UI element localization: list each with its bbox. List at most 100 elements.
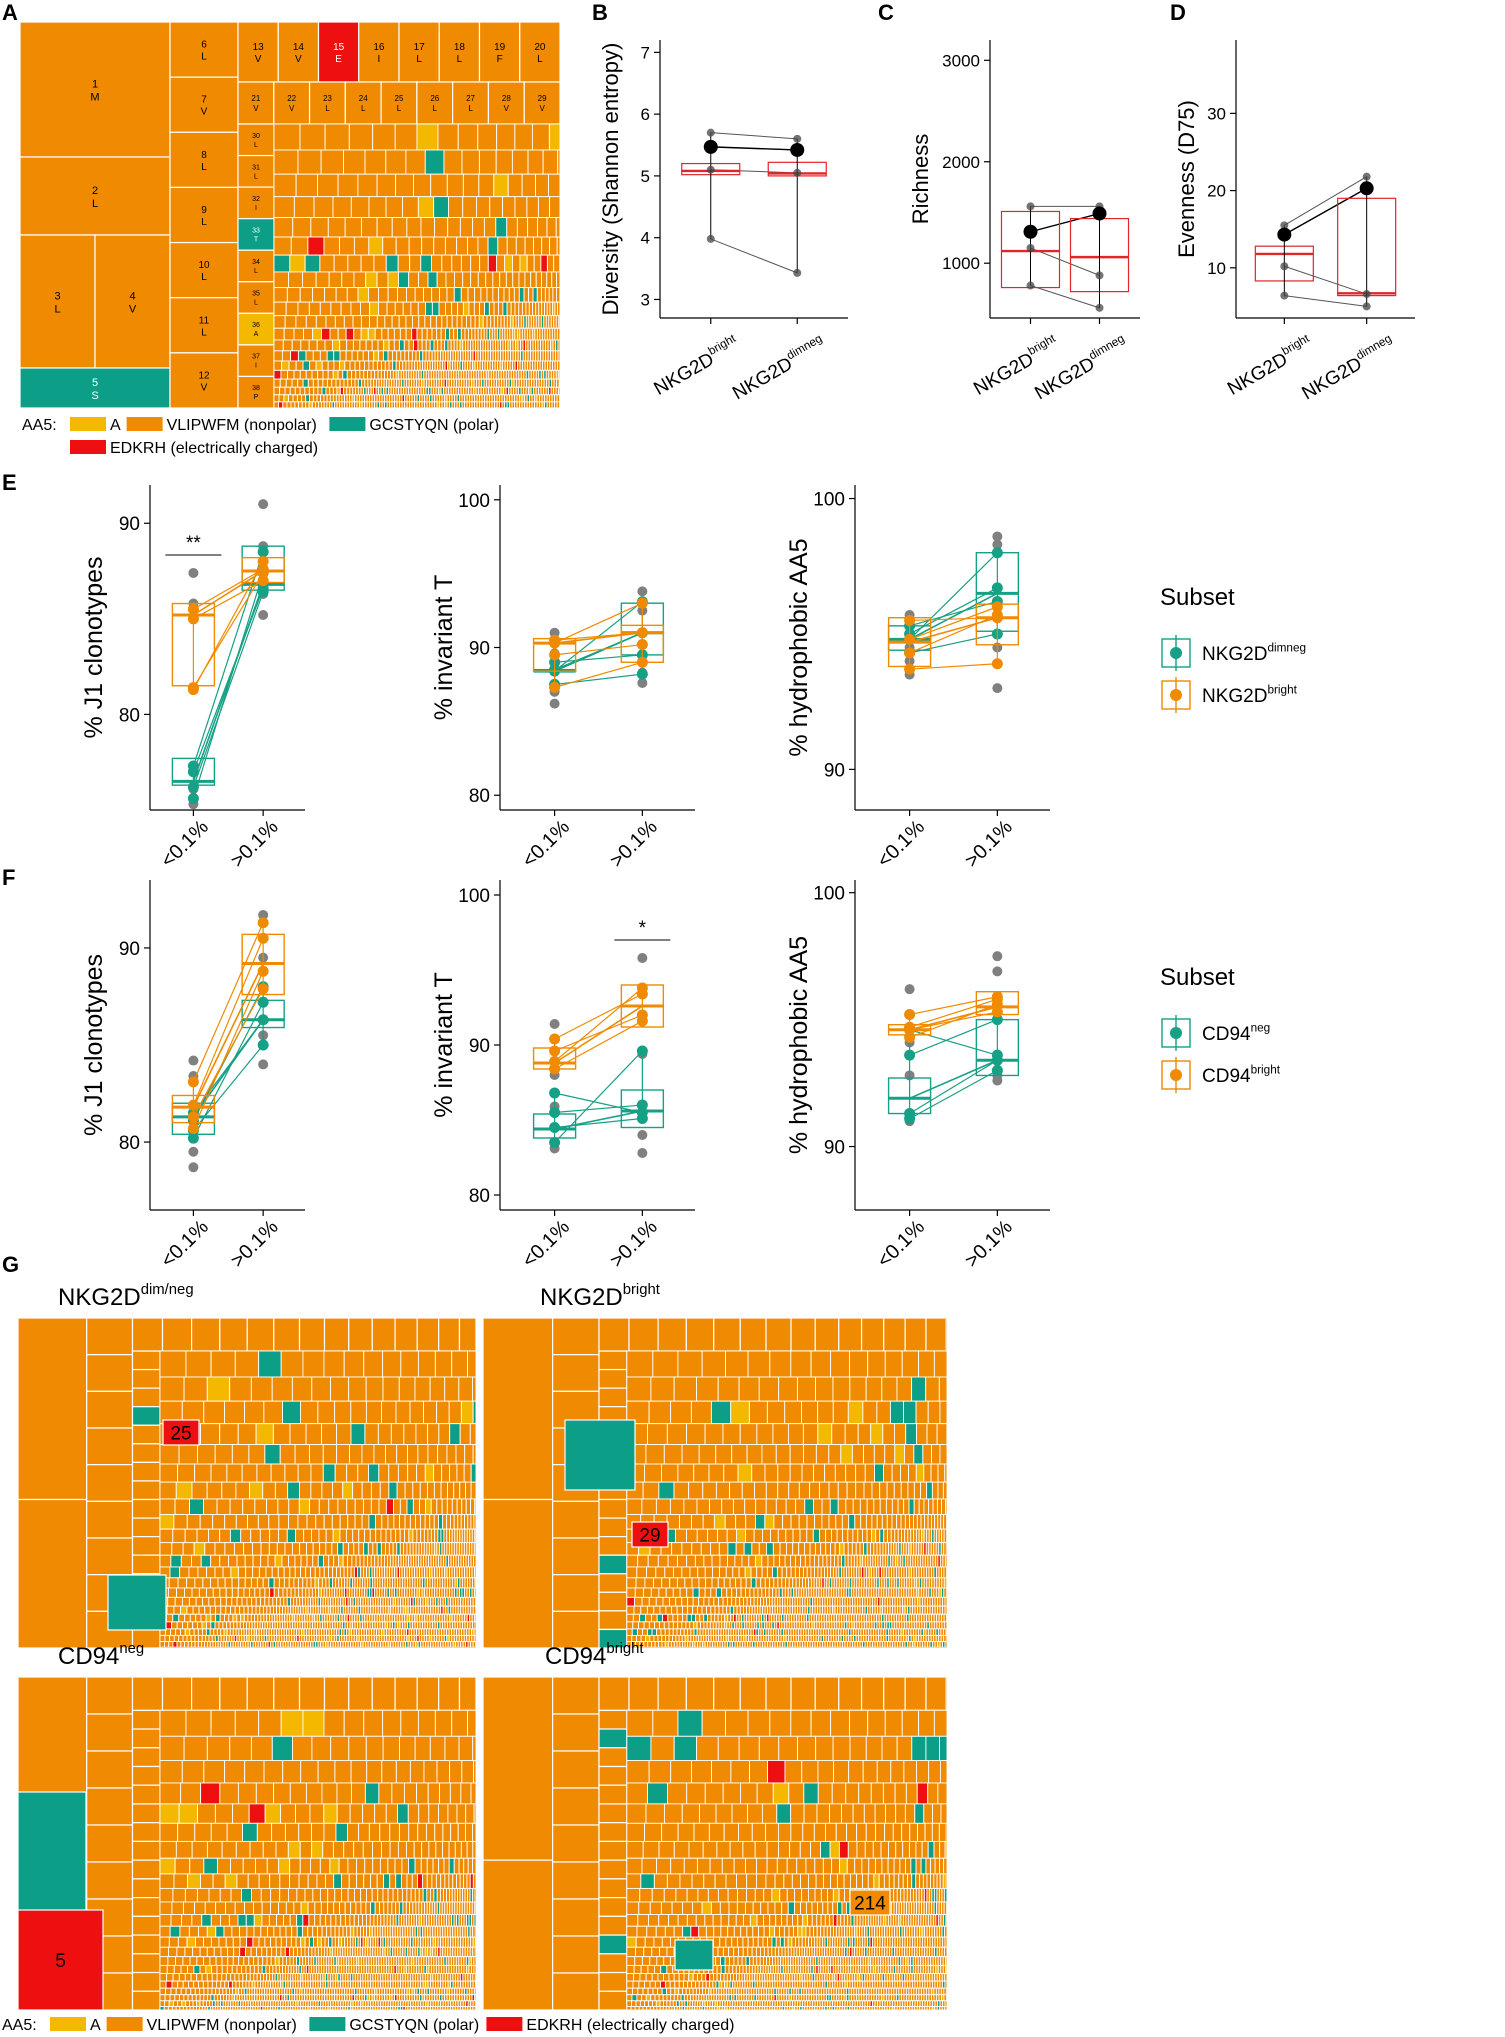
- treemap-cell: [363, 1709, 384, 1737]
- treemap-cell: [479, 301, 485, 317]
- treemap-cell: [180, 1628, 186, 1636]
- data-point: [991, 582, 1003, 594]
- treemap-cell: [164, 1634, 171, 1642]
- treemap-cell: [852, 1498, 861, 1516]
- treemap-cell: [385, 1498, 394, 1516]
- treemap-cell: [676, 1605, 683, 1615]
- treemap-cell: [736, 1587, 742, 1598]
- treemap-cell: [744, 1566, 752, 1579]
- cell-rank-label: 4: [129, 291, 135, 303]
- treemap-cell: [644, 1577, 654, 1589]
- treemap-cell: [460, 1400, 474, 1425]
- treemap-cell: [820, 1566, 825, 1579]
- treemap-cell: [477, 327, 482, 341]
- median-connector: [192, 1019, 264, 1118]
- data-point: [549, 1107, 561, 1118]
- treemap-cell: [226, 1628, 231, 1636]
- treemap-cell: [297, 1514, 308, 1530]
- treemap-cell: [416, 1782, 429, 1805]
- treemap-cell: [304, 386, 310, 396]
- treemap-cell: [372, 123, 396, 151]
- treemap-cell: [278, 1514, 290, 1530]
- treemap-cell: [713, 1596, 719, 1607]
- treemap-cell: [311, 1735, 332, 1761]
- treemap-cell: [86, 1713, 134, 1752]
- treemap-cell: [305, 401, 310, 409]
- treemap-cell: [854, 1514, 862, 1530]
- treemap-cell: [416, 1463, 426, 1483]
- treemap-cell: [750, 1596, 755, 1607]
- treemap-cell: [390, 1423, 405, 1446]
- treemap-cell: [441, 254, 453, 273]
- treemap-cell: [386, 301, 396, 317]
- treemap-cell: [701, 1605, 707, 1615]
- treemap-cell: [291, 378, 299, 388]
- treemap-cell: [218, 1621, 224, 1630]
- treemap-cell: [677, 1554, 688, 1568]
- treemap-cell: [738, 1376, 760, 1402]
- treemap-cell: [457, 327, 462, 341]
- cell-aa-label: V: [255, 54, 262, 65]
- treemap-cell: [669, 1577, 678, 1589]
- treemap-cell: [598, 1368, 628, 1389]
- treemap-cell: [336, 386, 341, 396]
- treemap-cell: [438, 1803, 449, 1824]
- treemap-cell: [690, 1613, 697, 1623]
- treemap-cell: [696, 1528, 709, 1544]
- treemap-cell: [370, 369, 376, 380]
- treemap-cell: [943, 1613, 948, 1623]
- treemap-cell: [540, 254, 548, 273]
- treemap-cell: [446, 1498, 453, 1516]
- treemap-cell: [333, 1554, 339, 1568]
- data-point: [257, 575, 269, 587]
- treemap-cell: [214, 1803, 234, 1824]
- treemap-cell: [421, 339, 427, 352]
- pair-line: [909, 552, 998, 640]
- treemap-cell: [361, 1481, 372, 1500]
- treemap-cell: [447, 1803, 458, 1824]
- treemap-cell: [187, 1641, 193, 1648]
- treemap-cell: [653, 1634, 659, 1642]
- cell-rank-label: 11: [199, 315, 210, 326]
- treemap-cell: [451, 315, 458, 329]
- cell-rank-label: 24: [359, 94, 368, 103]
- treemap-cell: [795, 1577, 800, 1589]
- treemap-cell: [492, 271, 501, 289]
- treemap-cell: [884, 1444, 896, 1465]
- treemap-cell: [686, 1528, 698, 1544]
- pair-line: [192, 970, 264, 1129]
- treemap-cell: [944, 1596, 948, 1607]
- treemap-cell: [669, 1596, 677, 1607]
- treemap-cell: [556, 394, 561, 403]
- treemap-cell: [884, 1350, 903, 1378]
- treemap-cell: [824, 1463, 836, 1483]
- treemap-cell: [462, 173, 480, 198]
- treemap-cell: [359, 360, 365, 371]
- treemap-cell: [786, 1542, 794, 1556]
- y-axis-title: % J1 clonotypes: [80, 954, 108, 1136]
- treemap-cell: [183, 1376, 208, 1402]
- cell-aa-label: L: [361, 104, 366, 113]
- treemap-cell: [290, 401, 296, 409]
- treemap-cell: [745, 1587, 751, 1598]
- treemap-cell: [361, 1514, 370, 1530]
- cell-rank-label: 6: [201, 40, 207, 51]
- panel-a-treemap: 1M2L3L4V5S6L7V8L9L10L11L12V13V14V15E16I1…: [19, 21, 561, 409]
- treemap-cell: [290, 236, 309, 256]
- treemap-cell: [916, 1514, 922, 1530]
- grey-point: [992, 966, 1003, 977]
- treemap-cell: [441, 315, 448, 329]
- treemap-cell: [131, 1498, 161, 1519]
- treemap-cell: [470, 315, 476, 329]
- treemap-cell: [882, 1423, 895, 1446]
- treemap-cell: [363, 369, 368, 380]
- treemap-cell: [717, 1376, 740, 1402]
- treemap-cell: [342, 1554, 349, 1568]
- treemap-cell: [364, 149, 387, 175]
- treemap-cell: [192, 1621, 198, 1630]
- y-tick-label: 100: [813, 490, 845, 511]
- cell-rank-label: 3: [54, 291, 60, 303]
